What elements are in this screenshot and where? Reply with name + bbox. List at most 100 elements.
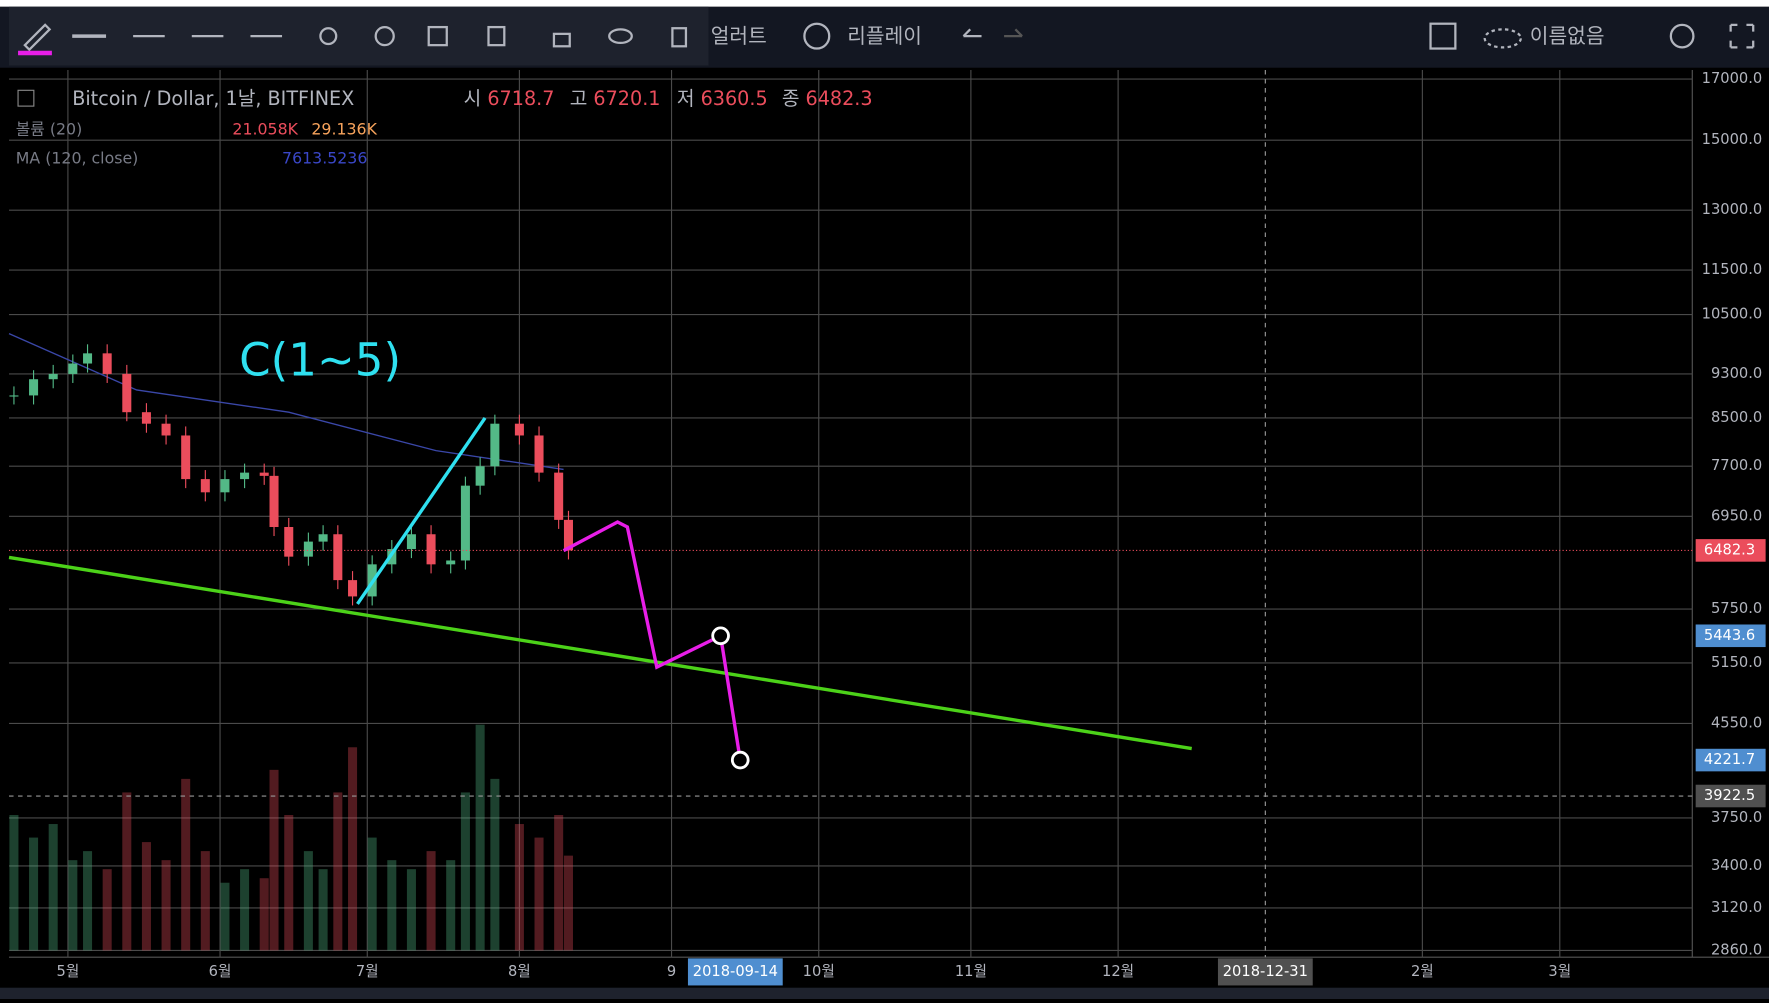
- volume-bar: [284, 815, 294, 951]
- toolbar-icons: [18, 22, 1755, 56]
- bottom-strip: [0, 987, 1769, 999]
- maximize-icon: [1729, 23, 1755, 49]
- y-tick-label: 9300.0: [1711, 365, 1762, 382]
- y-tick-label: 6950.0: [1711, 507, 1762, 524]
- y-tick-label: 10500.0: [1702, 306, 1763, 323]
- candle-body: [200, 479, 210, 493]
- price-label-box: [1695, 624, 1766, 648]
- volume-bar: [563, 855, 573, 951]
- x-tick-label: 7월: [356, 963, 379, 980]
- close-value: 6482.3: [806, 87, 873, 110]
- ma-line: [8, 332, 564, 471]
- eye-icon: [608, 28, 633, 45]
- time-label: 2018-09-14: [693, 963, 778, 980]
- redo-icon: [1004, 28, 1023, 38]
- candle-body: [348, 580, 358, 597]
- candle-body: [122, 373, 132, 413]
- volume-bar: [181, 778, 191, 951]
- candle-body: [284, 527, 294, 557]
- candle-body: [141, 412, 151, 424]
- candle-body: [475, 466, 485, 486]
- lock-icon: [552, 32, 571, 48]
- volume-bar: [303, 851, 313, 951]
- replay-icon: [803, 22, 831, 50]
- candle-body: [259, 472, 269, 476]
- layout-name[interactable]: 이름없음: [1530, 24, 1605, 48]
- x-tick-label: 6월: [209, 963, 232, 980]
- candle-body: [426, 534, 436, 565]
- price-label: 6482.3: [1704, 541, 1755, 558]
- y-tick-label: 13000.0: [1702, 201, 1763, 218]
- volume-bar: [475, 724, 485, 951]
- candle-body: [303, 541, 313, 557]
- volume-ma-value: 29.136K: [311, 119, 377, 138]
- price-label-box: [1695, 539, 1766, 562]
- pencil-icon: [23, 23, 52, 52]
- candle-body: [102, 353, 112, 374]
- trash-icon: [671, 27, 688, 48]
- x-tick-label: 9: [667, 963, 676, 980]
- volume-bar: [83, 851, 93, 951]
- volume-bar: [348, 747, 358, 951]
- low-label: 저: [677, 87, 695, 110]
- settings-icon: [319, 27, 338, 46]
- trend-line: [356, 416, 487, 605]
- open-label: 시: [464, 87, 482, 110]
- candle-body: [406, 534, 416, 550]
- ma-label: MA (120, close): [16, 149, 139, 168]
- x-tick-label: 11월: [955, 963, 987, 980]
- point-marker: [711, 626, 730, 646]
- volume-bar: [460, 792, 470, 951]
- replay-button[interactable]: 리플레이: [847, 24, 922, 48]
- plot: [8, 69, 1693, 958]
- volume-bar: [490, 778, 500, 951]
- price-label-box: [1695, 784, 1766, 808]
- volume-bar: [554, 815, 564, 951]
- candle-body: [460, 485, 470, 561]
- point-marker: [730, 750, 750, 770]
- x-tick-label: 2월: [1411, 963, 1434, 980]
- volume-label: 볼륨 (20): [16, 119, 82, 138]
- volume-value: 21.058K: [232, 119, 298, 138]
- candle-body: [514, 423, 524, 436]
- candle-body: [563, 519, 573, 551]
- y-tick-label: 17000.0: [1702, 70, 1763, 87]
- gear-icon: [1669, 23, 1695, 49]
- clone-icon: [487, 25, 506, 47]
- y-tick-label: 8500.0: [1711, 409, 1762, 426]
- candle-body: [318, 534, 328, 542]
- volume-bar: [29, 837, 39, 951]
- y-tick-label: 7700.0: [1711, 457, 1762, 474]
- x-tick-label: 5월: [57, 963, 80, 980]
- y-tick-label: 11500.0: [1702, 261, 1763, 278]
- volume-bar: [406, 869, 416, 951]
- price-label: 3922.5: [1704, 787, 1755, 804]
- symbol: Bitcoin / Dollar, 1날, BITFINEX: [72, 87, 354, 110]
- x-tick-label: 12월: [1102, 963, 1134, 980]
- candle-body: [333, 534, 343, 581]
- candle-body: [220, 479, 230, 493]
- y-tick-label: 2860.0: [1711, 941, 1762, 958]
- candle-body: [181, 435, 191, 480]
- candle-body: [490, 423, 500, 467]
- volume-bar: [333, 792, 343, 951]
- volume-bar: [9, 815, 19, 951]
- candle-body: [554, 472, 564, 520]
- candle-body: [534, 435, 544, 473]
- volume-bar: [514, 824, 524, 951]
- volume-bar: [426, 851, 436, 951]
- collapse-icon: [17, 89, 35, 107]
- y-tick-label: 5150.0: [1711, 654, 1762, 671]
- candle-body: [269, 475, 279, 528]
- trend-line: [562, 520, 742, 761]
- low-value: 6360.5: [701, 87, 768, 110]
- y-tick-label: 15000.0: [1702, 131, 1763, 148]
- price-axis: [1692, 69, 1769, 958]
- alerts-button[interactable]: 얼러트: [711, 24, 767, 48]
- volume-bar: [534, 837, 544, 951]
- fullscreen-box-icon: [1429, 22, 1457, 50]
- top-strip: [0, 0, 1769, 7]
- candle-body: [29, 379, 39, 396]
- volume-bar: [122, 792, 132, 951]
